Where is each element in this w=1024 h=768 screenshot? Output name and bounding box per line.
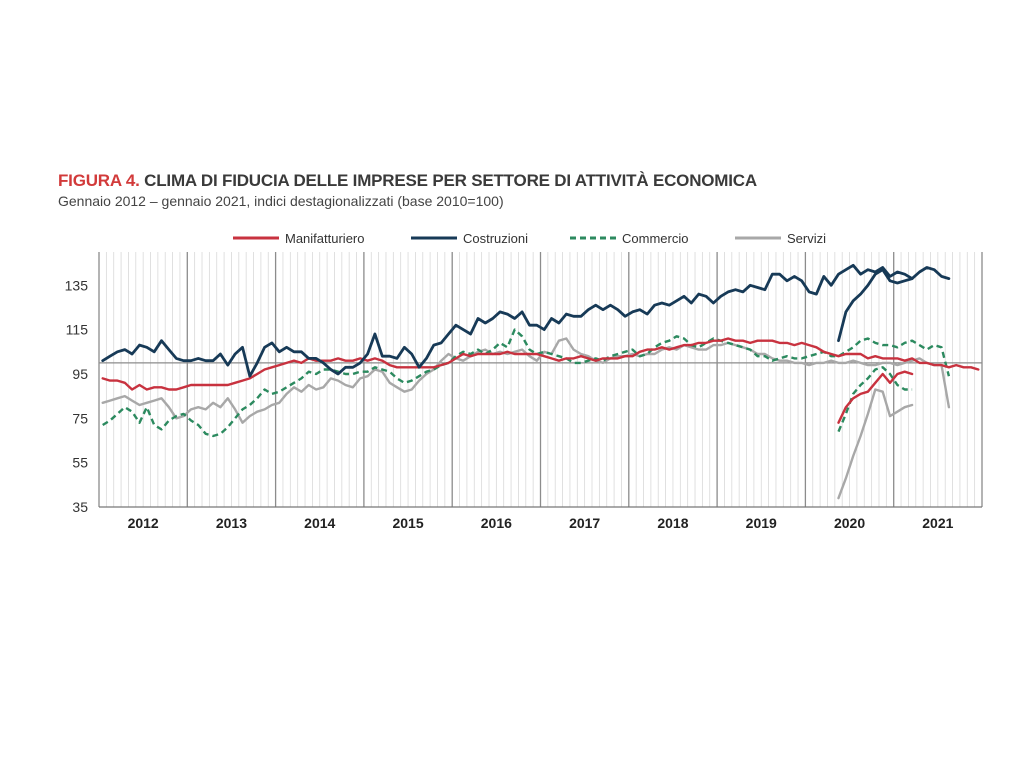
x-tick-label: 2014 [304,515,335,531]
legend-label: Commercio [622,231,688,246]
series-line [837,268,914,343]
x-tick-label: 2020 [834,515,865,531]
x-tick-label: 2012 [128,515,159,531]
x-tick-label: 2013 [216,515,247,531]
series-line [101,263,951,378]
y-tick-label: 55 [72,455,88,471]
x-tick-label: 2016 [481,515,512,531]
series-manifatturiero [101,337,980,424]
figure-title: CLIMA DI FIDUCIA DELLE IMPRESE PER SETTO… [144,171,757,190]
y-tick-label: 35 [72,499,88,515]
chart-title: FIGURA 4. CLIMA DI FIDUCIA DELLE IMPRESE… [58,171,757,191]
y-tick-label: 135 [65,277,89,293]
x-tick-label: 2018 [657,515,688,531]
x-tick-label: 2017 [569,515,600,531]
chart-subtitle: Gennaio 2012 – gennaio 2021, indici dest… [58,193,504,209]
legend: Manifatturiero Costruzioni Commercio Serviz… [233,231,826,246]
y-tick-label: 95 [72,366,88,382]
chart-grid [98,252,983,508]
x-tick-label: 2019 [746,515,777,531]
series-line [837,388,914,500]
legend-label: Manifatturiero [285,231,364,246]
legend-label: Servizi [787,231,826,246]
series-layer [101,263,980,500]
y-tick-label: 75 [72,410,88,426]
series-line [102,328,951,438]
x-tick-label: 2021 [922,515,953,531]
y-tick-label: 115 [66,322,89,338]
figure-label: FIGURA 4. [58,171,140,190]
x-tick-label: 2015 [392,515,423,531]
series-line [837,370,914,424]
series-costruzioni [101,263,951,378]
legend-label: Costruzioni [463,231,528,246]
axis-labels: 35 55 75 95 115 135 2012 2013 2014 2015 2016 2017 20… [65,277,954,531]
series-line [101,337,980,391]
